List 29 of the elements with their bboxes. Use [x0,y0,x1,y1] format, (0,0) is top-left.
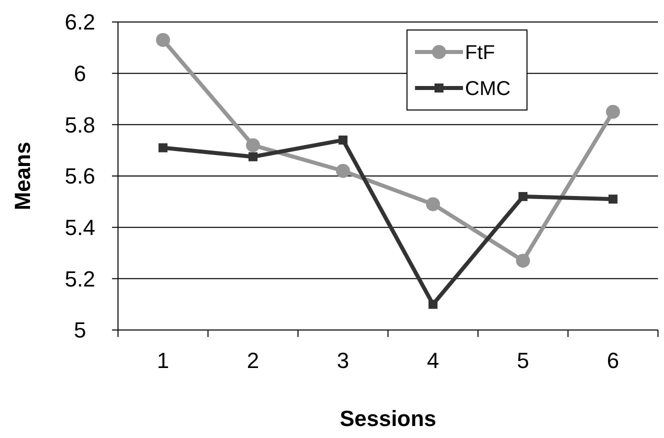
legend-label: CMC [465,78,511,100]
point [248,152,258,162]
point [246,138,260,152]
point [428,300,438,309]
x-tick-label: 6 [606,348,620,373]
y-tick-label: 5.8 [64,112,96,138]
x-tick-label: 5 [516,348,530,373]
x-axis-title: Sessions [340,406,436,431]
point [518,192,528,202]
y-tick-label: 5.2 [64,266,96,292]
point [426,197,440,212]
x-tick-label: 4 [426,348,440,373]
x-tick-label: 1 [156,348,170,373]
point [156,32,170,47]
point [338,136,348,145]
x-tick-label: 3 [336,348,350,373]
point [516,254,530,268]
x-tick-label: 2 [246,348,260,373]
y-tick-label: 5.6 [64,164,96,189]
y-axis-title: Means [10,142,35,210]
point [158,143,168,152]
legend-label: FtF [465,42,495,64]
point [608,194,618,204]
y-tick-label: 6.2 [64,10,96,35]
point [606,104,620,119]
y-tick-label: 5 [74,318,86,343]
y-tick-label: 5.4 [64,215,96,240]
point [336,164,350,178]
y-tick-label: 6 [74,61,86,86]
